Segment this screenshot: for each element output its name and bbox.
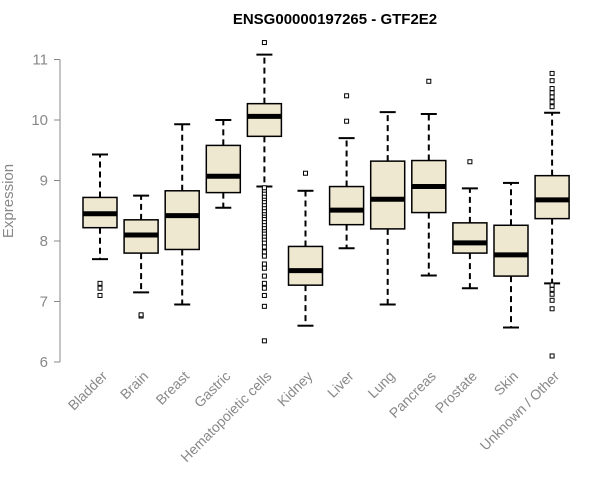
y-axis: 6 7 8 9 10 11 bbox=[31, 52, 61, 371]
outlier-point bbox=[261, 285, 267, 291]
box-kidney bbox=[287, 170, 324, 327]
outlier-point bbox=[549, 297, 555, 303]
outlier-point bbox=[261, 265, 267, 271]
outlier-point bbox=[261, 273, 267, 279]
x-tick-label: Bladder bbox=[65, 368, 111, 414]
y-tick-label: 10 bbox=[31, 112, 48, 129]
outlier-point bbox=[549, 353, 555, 359]
outlier-point bbox=[303, 170, 308, 176]
outlier-point bbox=[344, 118, 350, 124]
boxes-group bbox=[82, 40, 570, 359]
x-tick-label: Brain bbox=[117, 368, 151, 402]
outlier-point bbox=[549, 291, 555, 297]
outlier-point bbox=[549, 90, 555, 96]
iqr-box bbox=[164, 190, 200, 251]
outlier-point bbox=[549, 286, 555, 292]
outlier-point bbox=[426, 78, 432, 84]
outlier-point bbox=[261, 280, 267, 286]
box-brain bbox=[123, 194, 159, 319]
y-tick-label: 7 bbox=[40, 294, 48, 311]
y-axis-label: Expression bbox=[0, 164, 17, 238]
y-tick-label: 8 bbox=[40, 233, 48, 250]
y-tick-label: 6 bbox=[40, 354, 48, 371]
x-tick-label: Liver bbox=[324, 368, 357, 401]
outlier-point bbox=[261, 303, 267, 309]
box-gastric bbox=[205, 119, 242, 209]
iqr-box bbox=[534, 174, 570, 220]
outlier-point bbox=[549, 86, 555, 92]
box-lung bbox=[369, 111, 406, 306]
iqr-box bbox=[369, 160, 406, 230]
box-prostate bbox=[452, 159, 488, 290]
box-hematopoietic-cells bbox=[246, 40, 283, 344]
outlier-point bbox=[261, 292, 267, 298]
x-tick-label: Skin bbox=[491, 368, 522, 399]
outlier-point bbox=[549, 94, 555, 100]
outlier-point bbox=[261, 185, 267, 191]
outlier-point bbox=[344, 93, 350, 99]
x-tick-label: Kidney bbox=[274, 368, 316, 410]
outlier-point bbox=[549, 99, 555, 105]
outlier-point bbox=[549, 306, 555, 312]
box-skin bbox=[493, 181, 529, 329]
box-bladder bbox=[82, 153, 118, 298]
x-tick-label: Prostate bbox=[432, 368, 480, 416]
outlier-point bbox=[261, 40, 267, 46]
outlier-point bbox=[467, 159, 473, 165]
outlier-point bbox=[138, 312, 144, 318]
outlier-point bbox=[97, 285, 103, 291]
outlier-point bbox=[97, 292, 103, 298]
outlier-point bbox=[549, 70, 555, 76]
iqr-box bbox=[452, 222, 488, 254]
outlier-point bbox=[261, 338, 267, 344]
outlier-point bbox=[261, 253, 267, 259]
iqr-box bbox=[287, 245, 324, 286]
iqr-box bbox=[493, 224, 529, 277]
chart-title: ENSG00000197265 - GTF2E2 bbox=[233, 11, 437, 28]
iqr-box bbox=[246, 102, 283, 138]
outlier-point bbox=[549, 282, 555, 288]
iqr-box bbox=[205, 144, 242, 194]
x-tick-label: Breast bbox=[152, 368, 192, 408]
box-breast bbox=[164, 123, 200, 306]
x-tick-label: Lung bbox=[364, 368, 397, 401]
y-tick-label: 9 bbox=[40, 173, 48, 190]
outlier-point bbox=[261, 244, 267, 250]
outlier-point bbox=[261, 249, 267, 255]
box-liver bbox=[328, 93, 365, 250]
outlier-point bbox=[261, 261, 267, 267]
outlier-point bbox=[549, 78, 555, 84]
y-tick-label: 11 bbox=[32, 52, 48, 69]
outlier-point bbox=[97, 280, 103, 286]
outlier-point bbox=[549, 104, 555, 110]
iqr-box bbox=[328, 185, 365, 226]
box-unknown-other bbox=[534, 70, 570, 359]
box-pancreas bbox=[411, 78, 447, 277]
